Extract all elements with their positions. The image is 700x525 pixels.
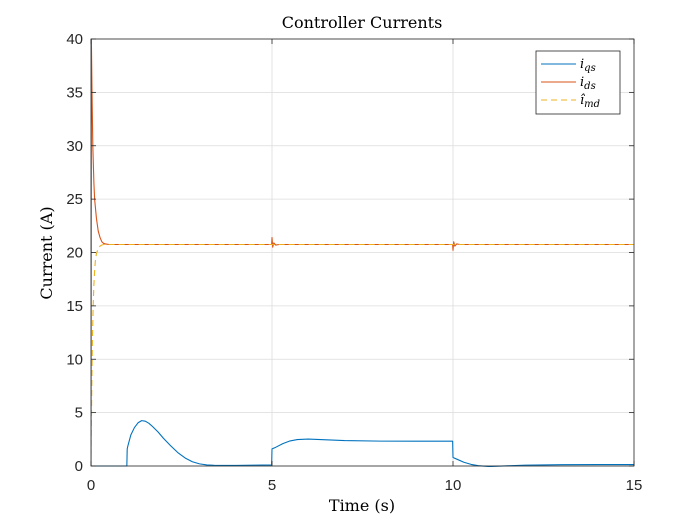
y-axis-label: Current (A) (37, 206, 56, 299)
x-tick-label: 0 (87, 477, 95, 494)
x-axis-label: Time (s) (329, 496, 395, 515)
x-tick-label: 5 (268, 477, 276, 494)
axis-ticks: 0 5 10 15 0 5 10 15 20 25 30 35 40 (66, 31, 642, 494)
y-tick-label: 15 (66, 298, 83, 315)
series-line-md (91, 243, 634, 467)
y-tick-label: 25 (66, 191, 83, 208)
legend-label-ds: ids (580, 75, 596, 92)
y-tick-label: 20 (66, 245, 83, 262)
x-tick-label: 15 (626, 477, 643, 494)
y-tick-label: 10 (66, 351, 83, 368)
y-tick-label: 40 (66, 31, 83, 48)
legend-label-md: îmd (580, 93, 600, 110)
y-tick-label: 30 (66, 138, 83, 155)
series-lines (91, 38, 634, 467)
y-tick-label: 35 (66, 84, 83, 101)
chart-title: Controller Currents (282, 13, 443, 32)
y-tick-label: 0 (75, 458, 83, 475)
x-tick-label: 10 (445, 477, 462, 494)
y-tick-label: 5 (75, 405, 83, 422)
series-line-qs (91, 420, 634, 467)
legend-label-qs: iqs (580, 57, 596, 74)
